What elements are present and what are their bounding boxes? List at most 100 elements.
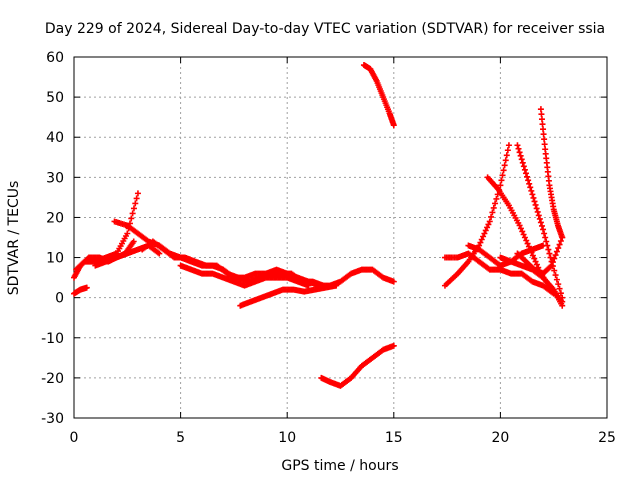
data-point	[543, 238, 550, 245]
data-point	[498, 177, 505, 184]
data-point	[534, 208, 541, 215]
data-point	[505, 142, 512, 149]
data-point	[333, 282, 340, 289]
plot-frame	[73, 56, 608, 419]
data-point	[533, 261, 540, 268]
data-point	[518, 156, 525, 163]
data-point	[528, 249, 535, 256]
data-point	[540, 126, 547, 133]
data-point	[390, 342, 397, 349]
data-point	[489, 209, 496, 216]
data-point	[477, 239, 484, 246]
data-point	[531, 198, 538, 205]
y-tick-label: 60	[46, 50, 64, 66]
data-point	[551, 267, 558, 274]
data-point	[544, 242, 551, 249]
data-point	[541, 230, 548, 237]
data-point	[527, 246, 534, 253]
data-point	[541, 136, 548, 143]
data-point	[531, 255, 538, 262]
data-point	[538, 111, 545, 118]
data-point	[523, 237, 530, 244]
data-point	[390, 122, 397, 129]
y-tick-label: 40	[46, 130, 64, 146]
data-point	[520, 163, 527, 170]
data-point	[478, 236, 485, 243]
data-point	[559, 302, 566, 309]
data-point	[556, 285, 563, 292]
y-tick-label: 20	[46, 210, 64, 226]
y-tick-label: -10	[41, 331, 64, 347]
data-point	[156, 250, 163, 257]
data-point	[539, 121, 546, 128]
y-tick-label: 0	[55, 291, 64, 307]
data-point	[504, 147, 511, 154]
data-point	[499, 172, 506, 179]
data-point	[530, 194, 537, 201]
data-point	[124, 230, 131, 237]
data-point	[538, 116, 545, 123]
data-point	[529, 191, 536, 198]
data-point	[514, 142, 521, 149]
data-point	[540, 226, 547, 233]
data-point	[545, 246, 552, 253]
axis-ticks: 0 5 10 15 20 25 -30 -20 -10 0 10 20 30 40 50 60	[41, 50, 616, 446]
series-arc-3	[71, 284, 90, 297]
data-point	[517, 152, 524, 159]
data-point	[555, 245, 562, 252]
data-point	[516, 149, 523, 156]
data-point	[521, 166, 528, 173]
x-tick-label: 5	[176, 430, 185, 446]
data-point	[557, 290, 564, 297]
chart-title: Day 229 of 2024, Sidereal Day-to-day VTE…	[45, 21, 605, 37]
data-point	[390, 278, 397, 285]
x-tick-label: 20	[491, 430, 509, 446]
data-point	[133, 195, 140, 202]
data-point	[130, 238, 137, 245]
data-point	[305, 282, 312, 289]
series-arc-7	[177, 262, 312, 289]
data-point	[549, 259, 556, 266]
data-point	[535, 212, 542, 219]
y-axis-label: SDTVAR / TECUs	[6, 181, 22, 296]
data-point	[519, 228, 526, 235]
data-point	[484, 224, 491, 231]
data-point	[492, 200, 499, 207]
x-tick-label: 10	[278, 430, 296, 446]
data-point	[522, 170, 529, 177]
data-point	[520, 231, 527, 238]
series-arc-9	[318, 342, 397, 389]
data-point	[128, 215, 135, 222]
x-axis-label: GPS time / hours	[281, 458, 398, 474]
data-point	[536, 215, 543, 222]
x-tick-label: 25	[598, 430, 616, 446]
data-point	[521, 234, 528, 241]
data-point	[497, 182, 504, 189]
data-point	[129, 210, 136, 217]
data-point	[546, 250, 553, 257]
data-point	[517, 225, 524, 232]
data-point	[547, 254, 554, 261]
y-tick-label: 10	[46, 251, 64, 267]
data-point	[502, 157, 509, 164]
data-point	[488, 213, 495, 220]
data-point	[548, 262, 555, 269]
data-point	[83, 284, 90, 291]
y-tick-label: -20	[41, 371, 64, 387]
data-point	[516, 222, 523, 229]
data-point	[538, 222, 545, 229]
data-point	[485, 221, 492, 228]
data-point	[524, 240, 531, 247]
data-point	[541, 141, 548, 148]
data-point	[528, 187, 535, 194]
data-point	[526, 180, 533, 187]
data-point	[525, 177, 532, 184]
y-tick-label: 50	[46, 90, 64, 106]
data-point	[557, 238, 564, 245]
data-point	[490, 204, 497, 211]
data-point	[556, 241, 563, 248]
y-tick-label: -30	[41, 411, 64, 427]
data-point	[524, 173, 531, 180]
data-point	[493, 195, 500, 202]
